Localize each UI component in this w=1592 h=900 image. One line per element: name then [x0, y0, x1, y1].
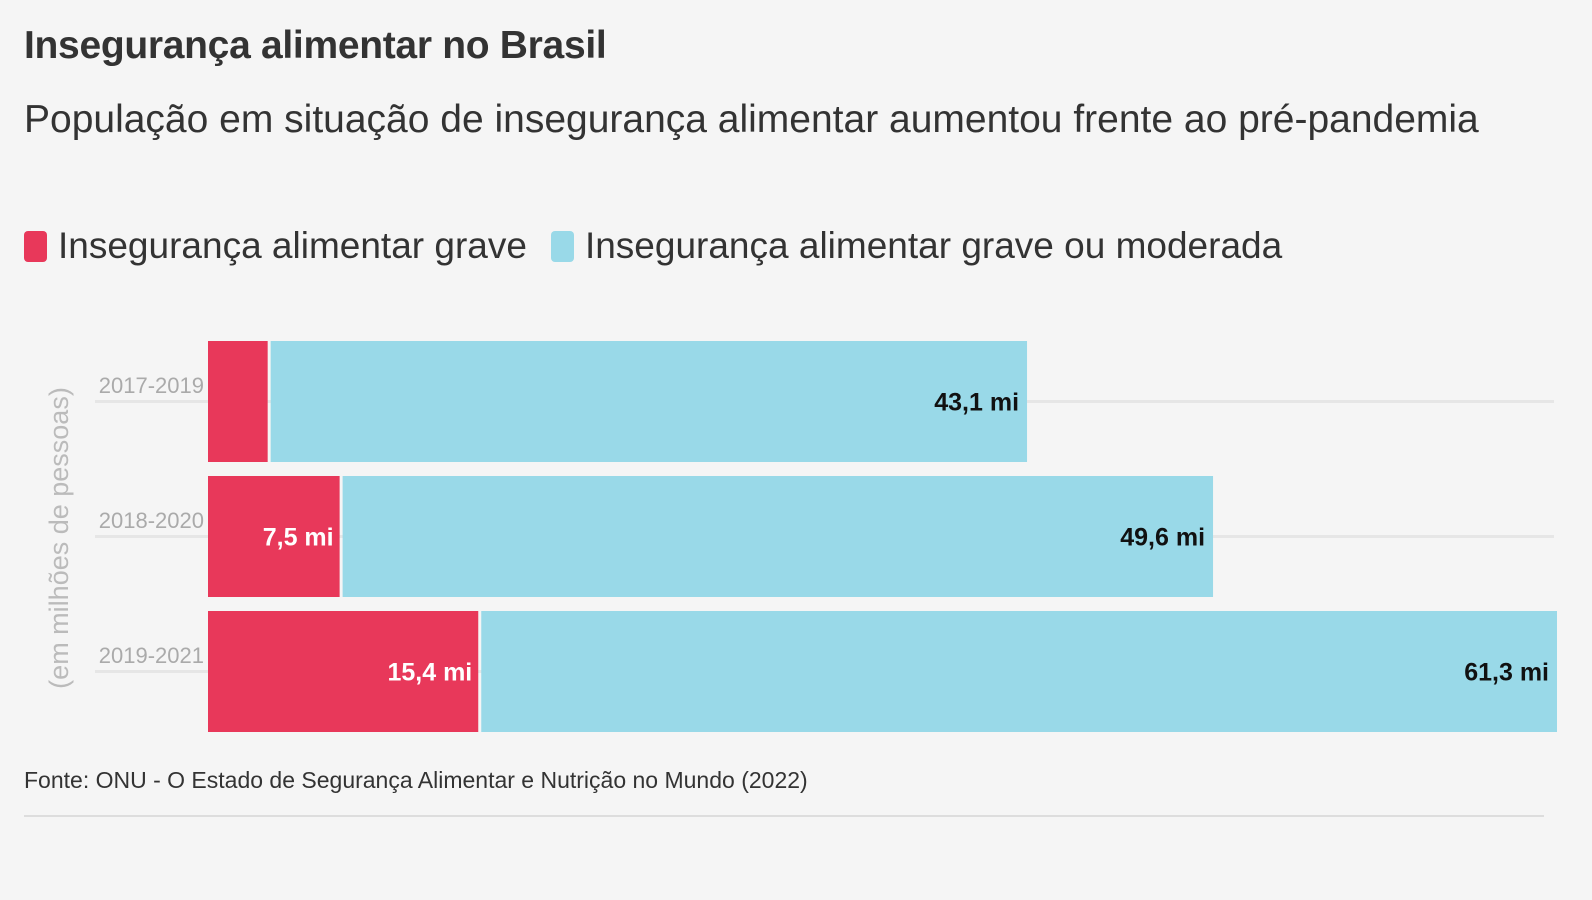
bar-grave [208, 476, 340, 597]
legend: Insegurança alimentar grave Insegurança … [24, 225, 1306, 267]
legend-swatch-grave [24, 230, 47, 262]
data-label-grave-ou-moderada: 49,6 mi [1120, 524, 1205, 552]
chart-subtitle: População em situação de insegurança ali… [24, 98, 1479, 141]
category-label: 2019-2021 [99, 643, 204, 668]
category-label: 2017-2019 [99, 373, 204, 398]
bar-grave [208, 611, 479, 732]
bar-grave-ou-moderada [342, 476, 1214, 597]
bar-grave [208, 341, 268, 462]
legend-label-grave-ou-moderada: Insegurança alimentar grave ou moderada [584, 225, 1283, 266]
bottom-divider [24, 815, 1544, 817]
chart-title: Insegurança alimentar no Brasil [24, 24, 607, 67]
legend-swatch-grave-ou-moderada [550, 230, 574, 262]
category-label: 2018-2020 [99, 508, 204, 533]
legend-item-grave-ou-moderada: Insegurança alimentar grave ou moderada [550, 225, 1283, 267]
y-axis-label: (em milhões de pessoas) [44, 387, 74, 689]
bar-grave-ou-moderada [270, 341, 1028, 462]
legend-label-grave: Insegurança alimentar grave [58, 225, 527, 266]
data-label-grave-ou-moderada: 43,1 mi [934, 389, 1019, 417]
data-label-grave: 7,5 mi [263, 524, 334, 552]
bar-grave-ou-moderada [481, 611, 1557, 732]
source-note: Fonte: ONU - O Estado de Segurança Alime… [24, 767, 808, 793]
data-label-grave-ou-moderada: 61,3 mi [1464, 659, 1549, 687]
data-label-grave: 15,4 mi [387, 659, 472, 687]
legend-item-grave: Insegurança alimentar grave [24, 225, 527, 267]
